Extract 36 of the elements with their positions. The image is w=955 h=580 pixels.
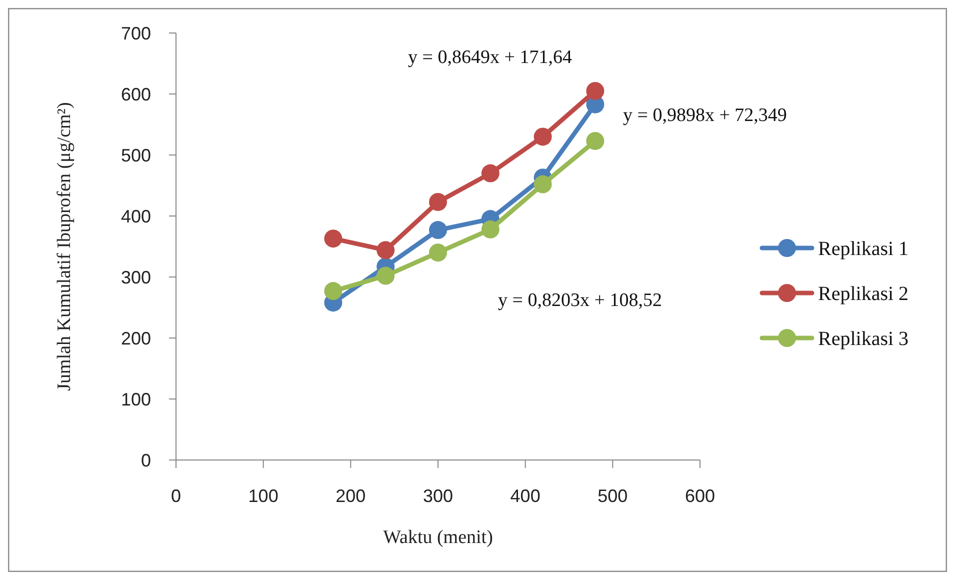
point [376, 266, 395, 285]
y-tick-label: 500 [120, 145, 151, 166]
point [481, 220, 500, 238]
point [429, 221, 447, 240]
point [324, 230, 342, 248]
legend-label: Replikasi 1 [818, 238, 909, 260]
y-tick-label: 300 [120, 267, 151, 288]
x-tick-label: 0 [170, 486, 182, 506]
legend-label: Replikasi 2 [818, 283, 909, 305]
y-tick-label: 400 [120, 206, 151, 226]
x-axis-title: Waktu (menit) [383, 527, 493, 548]
annotation: y = 0,8649x + 171,64 [408, 47, 572, 68]
point [481, 164, 500, 182]
y-tick-label: 600 [120, 84, 151, 104]
point [429, 192, 447, 211]
y-tick-label: 100 [120, 389, 151, 410]
x-tick-label: 600 [684, 486, 716, 506]
annotation: y = 0,9898x + 72,349 [623, 105, 787, 126]
y-axis-title: Jumlah Kumulatif Ibuprofen (μg/cm²) [54, 102, 75, 391]
point [534, 128, 552, 146]
annotation: y = 0,8203x + 108,52 [498, 290, 662, 311]
y-tick-label: 0 [140, 450, 151, 470]
legend-label: Replikasi 3 [818, 328, 909, 350]
point [586, 132, 604, 150]
x-tick-label: 100 [248, 486, 278, 506]
x-tick-label: 300 [422, 486, 454, 506]
y-tick-label: 700 [120, 23, 151, 44]
point [324, 282, 342, 300]
point [429, 244, 447, 262]
y-tick-label: 200 [120, 328, 151, 348]
point [376, 241, 395, 260]
x-tick-label: 200 [336, 486, 366, 506]
point [586, 82, 604, 100]
x-tick-label: 500 [598, 486, 628, 506]
point [534, 175, 552, 194]
x-tick-label: 400 [510, 486, 540, 506]
